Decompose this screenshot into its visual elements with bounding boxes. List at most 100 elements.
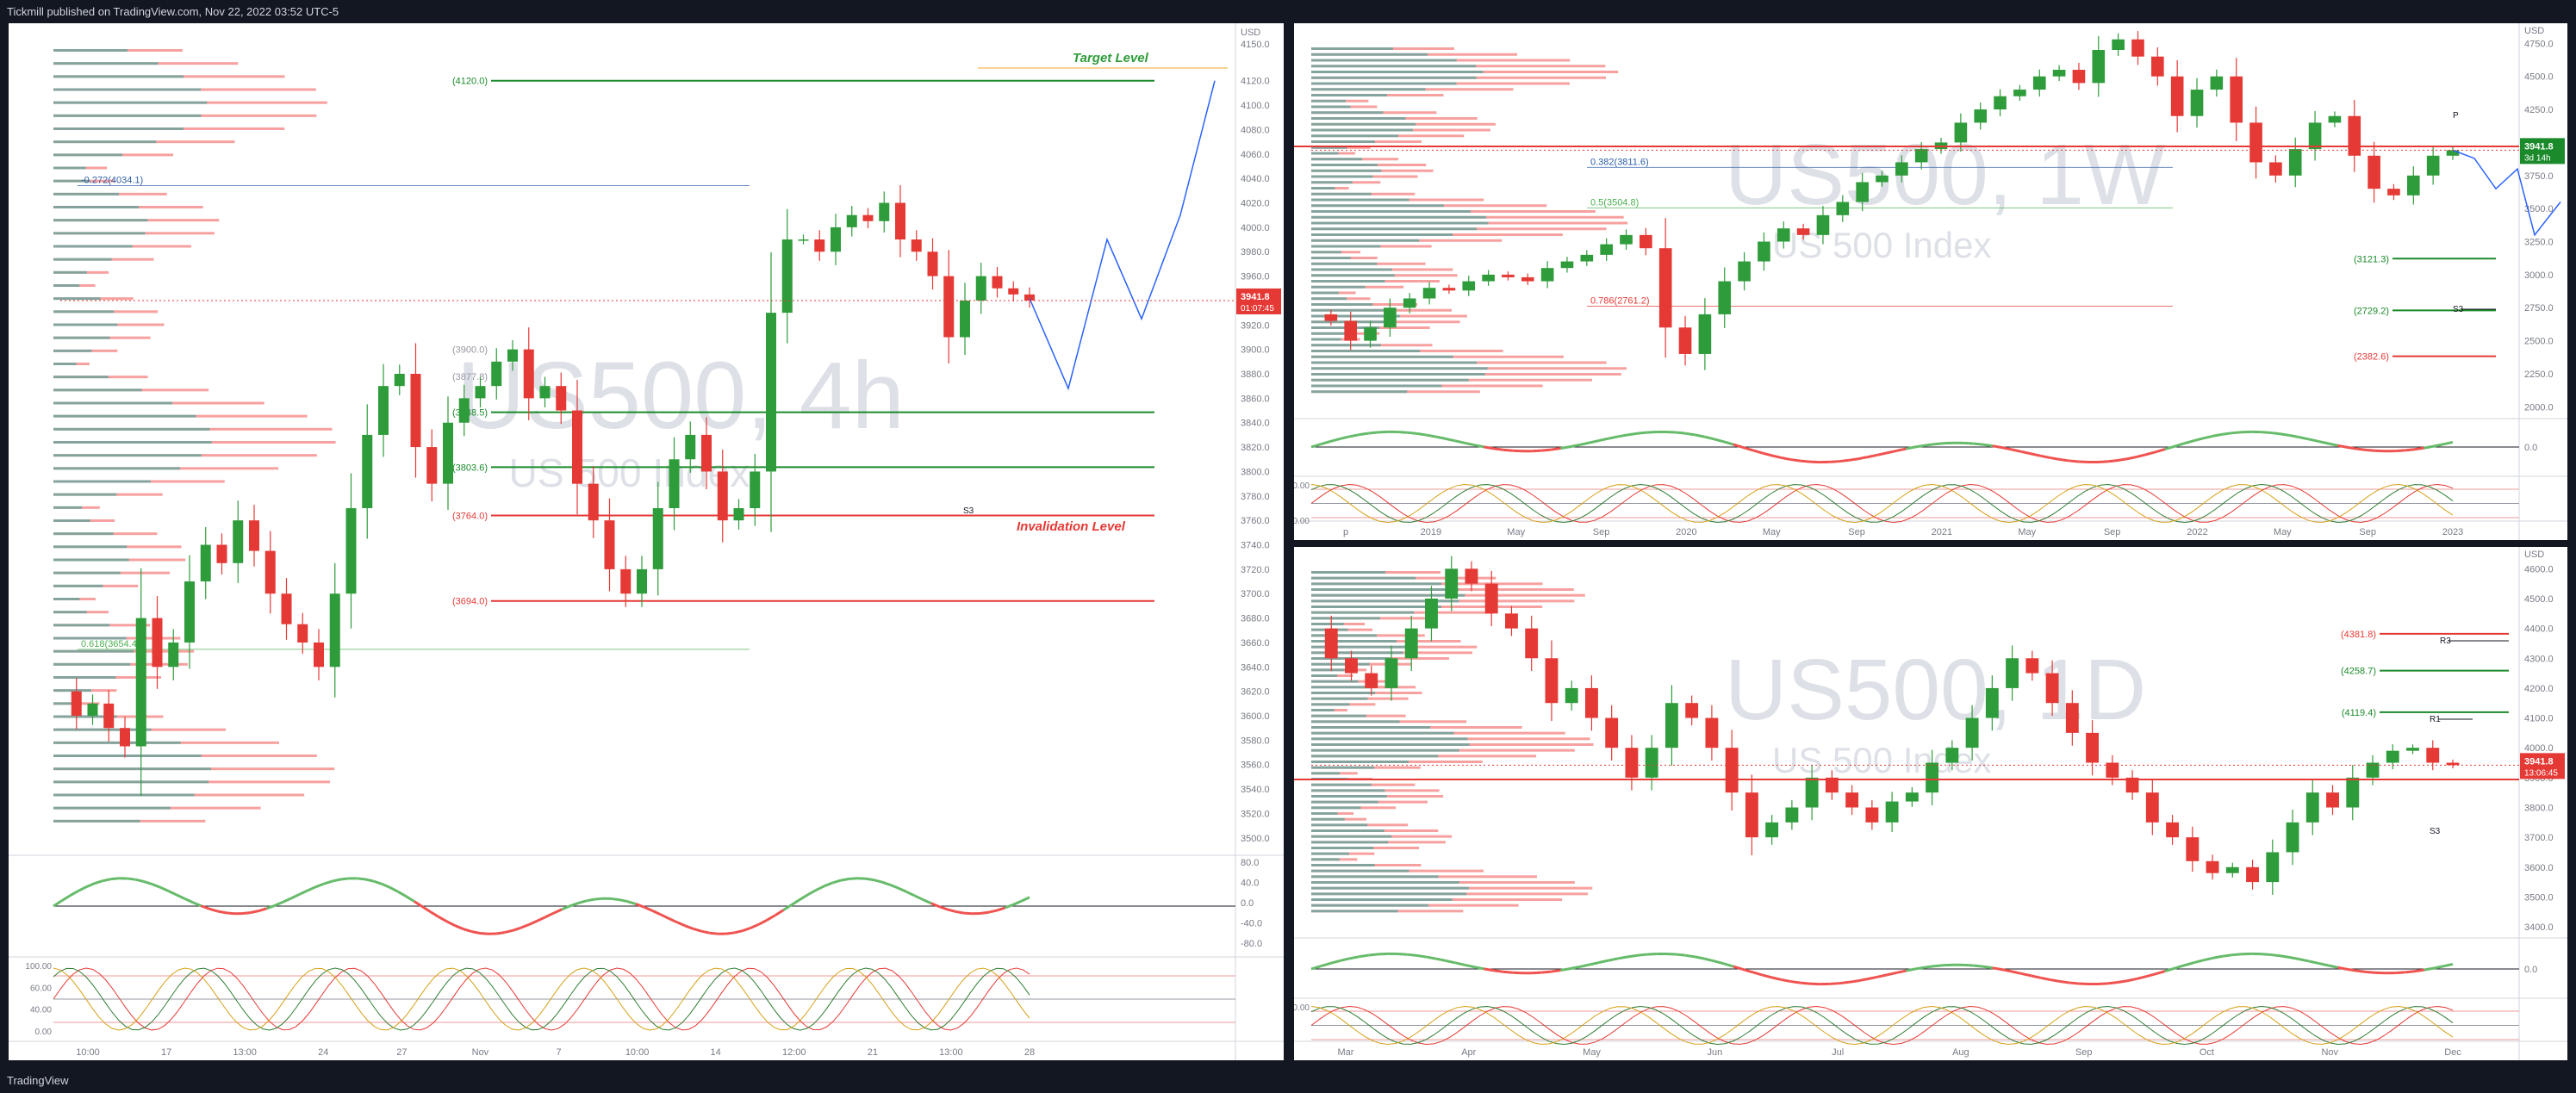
oscillator-segment <box>577 899 588 904</box>
volume-profile-bar-green <box>53 519 90 522</box>
volume-profile-bar-green <box>1311 634 1377 637</box>
candle-body <box>2286 822 2299 853</box>
volume-profile-bar-green <box>1311 571 1385 574</box>
volume-profile-bar-green <box>1311 367 1488 370</box>
time-tick-label: Sep <box>1593 527 1610 537</box>
candle-body <box>2426 748 2440 763</box>
chart-panel-1d[interactable]: US500, 1D US 500 Index USD 4600.0 4500.0 4400… <box>1294 547 2567 1060</box>
candle-body <box>1745 792 1758 838</box>
volume-profile-bar-green <box>1311 76 1477 79</box>
time-tick-label: 7 <box>556 1047 561 1058</box>
oscillator-segment <box>2126 978 2137 983</box>
oscillator-segment <box>643 905 653 912</box>
oscillator-segment <box>290 892 301 900</box>
oscillator-segment <box>1560 967 1571 972</box>
candle-body <box>1605 717 1619 748</box>
candle-body <box>2166 822 2179 838</box>
candle-body <box>1344 320 1357 341</box>
oscillator-segment <box>676 921 686 928</box>
price-tick-label: 3000.0 <box>2524 270 2554 281</box>
time-tick-label: May <box>1763 527 1781 537</box>
oscillator-segment <box>1407 431 1417 435</box>
oscillator-segment <box>479 931 488 935</box>
oscillator-segment <box>134 878 145 883</box>
candle-body <box>1816 214 1830 235</box>
volume-profile-bar-green <box>1311 892 1467 896</box>
oscillator-segment <box>2212 954 2224 959</box>
candle-body <box>475 386 486 399</box>
candle-body <box>2045 673 2059 704</box>
chart-panel-4h[interactable]: US500, 4h US 500 Index USD 4150.0 4120.0 4100… <box>9 23 1284 1060</box>
time-tick-label: 14 <box>711 1047 721 1058</box>
volume-profile-bar-green <box>1311 308 1392 312</box>
volume-profile-bar-green <box>1311 881 1459 884</box>
price-tick-label: 4300.0 <box>2524 654 2554 664</box>
candle-body <box>1974 109 1988 123</box>
oscillator-segment <box>2106 981 2118 985</box>
oscillator-segment <box>1915 444 1926 449</box>
oscillator-segment <box>840 877 849 882</box>
candle-body <box>1796 228 1810 235</box>
volume-profile-bar-green <box>1311 703 1350 706</box>
stoch-line <box>1310 483 2454 524</box>
oscillator-segment <box>2356 969 2367 974</box>
stoch-tick-label: 100.00 <box>1294 1003 1310 1013</box>
candle-body <box>1738 261 1751 282</box>
oscillator-segment <box>1368 953 1379 957</box>
volume-profile-bar-green <box>1311 350 1420 352</box>
oscillator-segment <box>775 909 785 916</box>
oscillator-segment <box>438 916 448 923</box>
oscillator-segment <box>307 885 317 892</box>
volume-profile-bar-green <box>53 793 195 797</box>
candle-body <box>1658 248 1672 328</box>
candle-body <box>378 386 389 435</box>
oscillator-segment <box>1435 435 1447 440</box>
oscillator-segment <box>2299 436 2310 441</box>
volume-profile-bar-green <box>1311 233 1453 236</box>
candle-body <box>1425 598 1438 629</box>
candle-body <box>733 507 744 521</box>
oscillator-segment <box>2050 978 2060 983</box>
volume-profile-bar-green <box>1311 181 1353 184</box>
volume-profile-bar-green <box>53 571 121 574</box>
volume-profile-bar-green <box>1311 789 1385 792</box>
volume-profile-bar-green <box>1311 910 1398 913</box>
oscillator-segment <box>397 890 408 897</box>
volume-profile-bar-green <box>53 206 139 208</box>
candle-body <box>1640 234 1652 249</box>
oscillator-segment <box>2011 970 2022 975</box>
oscillator-segment <box>2327 442 2338 447</box>
price-tick-label: 3580.0 <box>1241 736 1270 746</box>
volume-profile-bar-green <box>1311 898 1453 901</box>
volume-profile-bar-green <box>1311 617 1380 620</box>
candle-body <box>1885 801 1899 823</box>
oscillator-segment <box>791 898 801 906</box>
oscillator-segment <box>1895 447 1907 452</box>
volume-profile-bar-green <box>53 506 83 509</box>
time-tick-label: Jun <box>1707 1047 1722 1058</box>
volume-profile-bar-green <box>53 270 87 274</box>
oscillator-segment <box>94 879 103 885</box>
oscillator-segment <box>1435 957 1447 962</box>
candle-body <box>2249 122 2262 163</box>
candle-body <box>814 239 825 252</box>
oscillator-segment <box>1464 441 1475 447</box>
oscillator-segment <box>77 885 87 892</box>
oscillator-segment <box>2424 966 2434 972</box>
oscillator-segment <box>1742 967 1753 974</box>
volume-profile-bar-green <box>53 441 212 444</box>
level-label: (3121.3) <box>2354 254 2389 264</box>
level-label: (4381.8) <box>2341 630 2376 640</box>
chart-panel-1w[interactable]: US500, 1W US 500 Index USD 4750.0 4500.0 4250… <box>1294 23 2567 540</box>
volume-profile-bar-green <box>53 662 131 666</box>
volume-profile-bar-green <box>1311 303 1373 306</box>
oscillator-segment <box>832 879 842 885</box>
volume-profile-bar-green <box>53 140 157 144</box>
candle-body <box>1945 748 1959 763</box>
candle-body <box>2025 658 2039 674</box>
oscillator-segment <box>914 894 924 901</box>
price-tick-label: 4000.0 <box>2524 743 2554 754</box>
